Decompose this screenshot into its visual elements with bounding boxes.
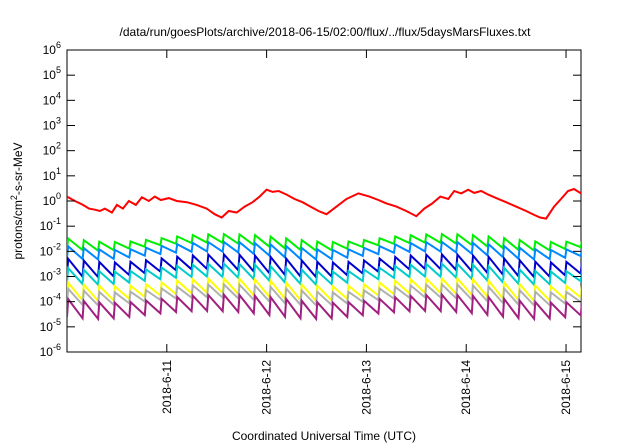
series-line xyxy=(67,292,581,322)
x-tick-label: 2018-6-11 xyxy=(160,360,174,414)
y-tick-label: 10-6 xyxy=(40,342,61,359)
x-tick-label: 2018-6-15 xyxy=(559,360,573,415)
y-tick-label: 105 xyxy=(43,65,61,82)
y-tick-label: 10-5 xyxy=(40,317,61,334)
y-tick-label: 104 xyxy=(43,90,61,107)
series-line xyxy=(67,282,581,308)
x-tick-label: 2018-6-13 xyxy=(359,360,373,415)
y-tick-label: 10-2 xyxy=(40,241,61,258)
series-line xyxy=(67,252,581,280)
y-axis-ticks: 10-6 10-5 10-4 10-3 10-2 10-1 100 101 102 103 104 1… xyxy=(40,40,581,359)
y-tick-label: 106 xyxy=(43,40,61,57)
y-tick-label: 100 xyxy=(43,191,61,208)
y-tick-label: 103 xyxy=(43,116,61,133)
x-tick-label: 2018-6-14 xyxy=(459,360,473,415)
series-line xyxy=(67,187,581,220)
y-tick-label: 10-3 xyxy=(40,267,61,284)
chart-title: /data/run/goesPlots/archive/2018-06-15/0… xyxy=(120,25,532,39)
y-tick-label: 102 xyxy=(43,141,61,158)
series-line xyxy=(67,261,581,288)
y-tick-label: 101 xyxy=(43,166,61,183)
y-tick-label: 10-1 xyxy=(40,216,61,233)
series-line xyxy=(67,275,581,304)
y-tick-label: 10-4 xyxy=(40,292,61,309)
x-tick-label: 2018-6-12 xyxy=(260,360,274,415)
x-axis-ticks: 2018-6-11 2018-6-12 2018-6-13 2018-6-14 2018… xyxy=(160,50,573,415)
y-axis-label: protons/cm2-s-sr-MeV xyxy=(9,142,25,259)
x-axis-label: Coordinated Universal Time (UTC) xyxy=(232,429,416,443)
series-line xyxy=(67,240,581,262)
series-line xyxy=(67,232,581,253)
series-layer xyxy=(67,187,581,322)
